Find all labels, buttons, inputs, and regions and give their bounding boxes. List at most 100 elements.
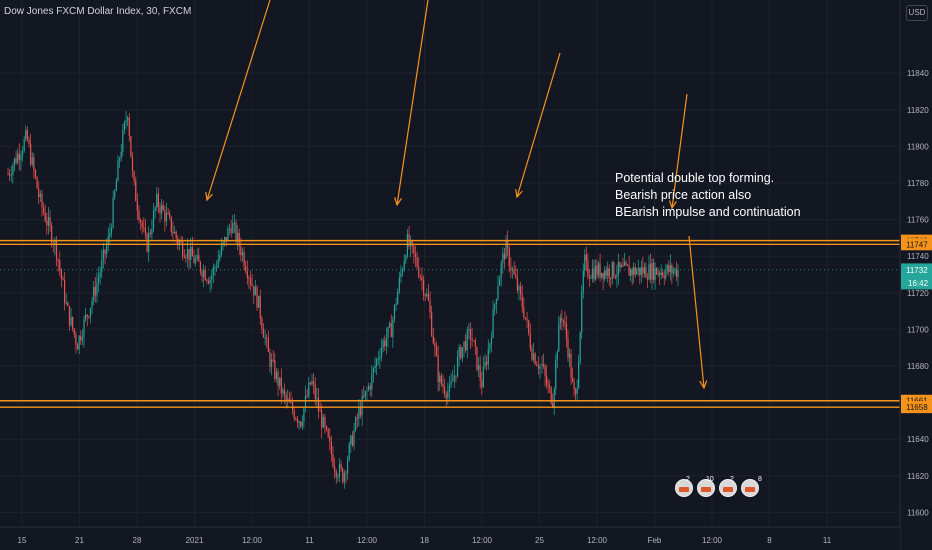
candle-body xyxy=(477,365,480,370)
candle-body xyxy=(539,365,541,369)
candle-body xyxy=(238,232,240,247)
candle-body xyxy=(452,380,454,382)
candle-body xyxy=(287,398,289,400)
candle-body xyxy=(227,228,229,242)
candle-body xyxy=(76,344,79,350)
candle-body xyxy=(311,381,313,385)
candle-body xyxy=(21,150,24,156)
candle-body xyxy=(127,117,129,121)
candle-body xyxy=(473,340,475,342)
candle-body xyxy=(306,395,308,397)
candle-body xyxy=(264,337,266,339)
candle-body xyxy=(578,361,580,389)
candle-body xyxy=(426,294,428,296)
candle-body xyxy=(295,418,297,420)
candle-body xyxy=(41,194,43,208)
text-annotation[interactable]: Potential double top forming. Bearish pr… xyxy=(615,170,801,221)
candle-body xyxy=(355,417,357,431)
candle-body xyxy=(371,373,373,390)
candle-body xyxy=(387,326,389,338)
candle-body xyxy=(510,266,512,271)
level-price-tag xyxy=(901,401,932,414)
candle-body xyxy=(258,295,260,308)
candle-body xyxy=(611,262,613,279)
candle-body xyxy=(500,263,502,278)
candle-body xyxy=(545,375,548,386)
candle-body xyxy=(291,402,294,411)
candle-body xyxy=(207,280,210,284)
candle-body xyxy=(640,267,642,276)
candle-body xyxy=(185,257,187,259)
candle-body xyxy=(490,337,493,344)
candle-body xyxy=(193,256,195,264)
candle-body xyxy=(324,416,326,427)
candle-body xyxy=(211,275,213,280)
candle-body xyxy=(203,270,205,277)
candle-body xyxy=(243,252,245,267)
candle-body xyxy=(579,332,581,362)
candle-body xyxy=(613,262,615,277)
candle-body xyxy=(484,361,486,367)
price-tick-label: 11700 xyxy=(907,325,929,334)
time-axis-bg xyxy=(0,527,900,550)
economic-event-flag-icon[interactable] xyxy=(675,479,693,497)
arrow-head xyxy=(394,197,403,207)
candle-body xyxy=(564,321,566,324)
time-axis: 15 21 28 2021 12:00 11 12:00 18 12:00 25 12:00 Feb 1… xyxy=(0,526,900,550)
candle-body xyxy=(228,228,231,230)
candle-body xyxy=(414,253,417,258)
economic-event-flag-icon[interactable] xyxy=(719,479,737,497)
candle-body xyxy=(60,269,62,279)
candle-body xyxy=(562,320,564,322)
candle-body xyxy=(382,340,384,348)
candle-body xyxy=(634,267,636,275)
candle-body xyxy=(582,270,584,293)
candle-body xyxy=(450,381,452,386)
candle-body xyxy=(427,294,430,301)
candle-body xyxy=(429,300,431,313)
economic-event-flag-icon[interactable] xyxy=(741,479,759,497)
candle-body xyxy=(645,267,647,278)
candle-body xyxy=(588,276,590,278)
candle-body xyxy=(466,330,468,351)
economic-event-flag-icon[interactable] xyxy=(697,479,715,497)
candle-body xyxy=(138,210,140,221)
time-tick-label: 18 xyxy=(420,536,429,545)
candle-body xyxy=(190,246,192,261)
candle-body xyxy=(604,270,606,280)
time-tick-label: Feb xyxy=(648,536,662,545)
arrow-shaft xyxy=(516,52,561,198)
candle-body xyxy=(593,268,595,280)
candle-body xyxy=(94,286,96,296)
candle-body xyxy=(280,377,282,394)
candle-body xyxy=(363,396,365,398)
candle-body xyxy=(198,255,200,262)
candle-body xyxy=(125,120,127,123)
candle-body xyxy=(521,294,523,308)
candle-body xyxy=(536,364,538,366)
candle-body xyxy=(274,360,276,379)
candle-body xyxy=(468,328,470,331)
candle-body xyxy=(340,464,342,469)
candle-body xyxy=(101,259,103,273)
candle-body xyxy=(18,153,20,160)
candle-body xyxy=(214,267,216,269)
candle-body xyxy=(106,245,108,254)
candle-body xyxy=(246,271,248,278)
time-tick-label: 28 xyxy=(133,536,142,545)
candle-body xyxy=(657,273,659,275)
candle-body xyxy=(175,231,177,238)
currency-button[interactable]: USD xyxy=(906,5,928,21)
candle-body xyxy=(526,318,528,321)
candle-body xyxy=(59,260,61,270)
candle-body xyxy=(293,410,295,419)
candle-body xyxy=(445,394,447,399)
candle-body xyxy=(608,268,610,278)
candle-body xyxy=(553,389,555,407)
chart-grid xyxy=(0,0,900,527)
candle-body xyxy=(334,466,336,472)
candle-body xyxy=(630,269,632,276)
candle-body xyxy=(620,265,623,268)
candle-body xyxy=(674,268,676,271)
